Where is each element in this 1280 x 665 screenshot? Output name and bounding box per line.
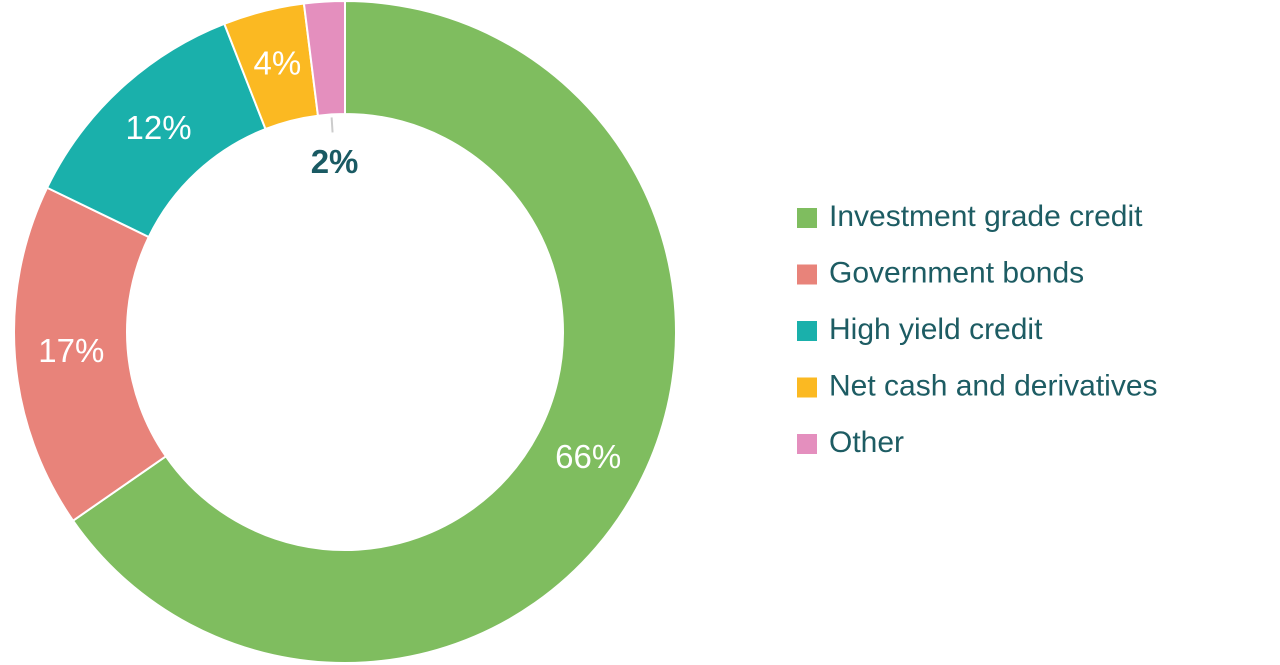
slice-label: 66%	[555, 438, 621, 475]
legend-swatch	[797, 264, 817, 285]
slice-label: 17%	[38, 332, 104, 369]
donut-slice	[71, 0, 677, 664]
legend-swatch	[797, 321, 817, 341]
donut-slice	[13, 186, 168, 523]
slice-label: 12%	[126, 109, 192, 146]
legend-swatch	[797, 208, 817, 228]
leader-line	[330, 117, 334, 133]
slice-label: 2%	[311, 143, 359, 180]
legend-swatch	[797, 377, 817, 398]
donut-slice	[302, 0, 346, 117]
legend-text: Other	[829, 426, 904, 459]
legend-text: Net cash and derivatives	[829, 369, 1158, 402]
legend-text: Government bonds	[829, 256, 1084, 289]
legend-text: High yield credit	[829, 313, 1043, 346]
slice-label: 4%	[254, 45, 302, 82]
legend-text: Investment grade credit	[829, 200, 1143, 233]
legend-swatch	[797, 434, 817, 454]
